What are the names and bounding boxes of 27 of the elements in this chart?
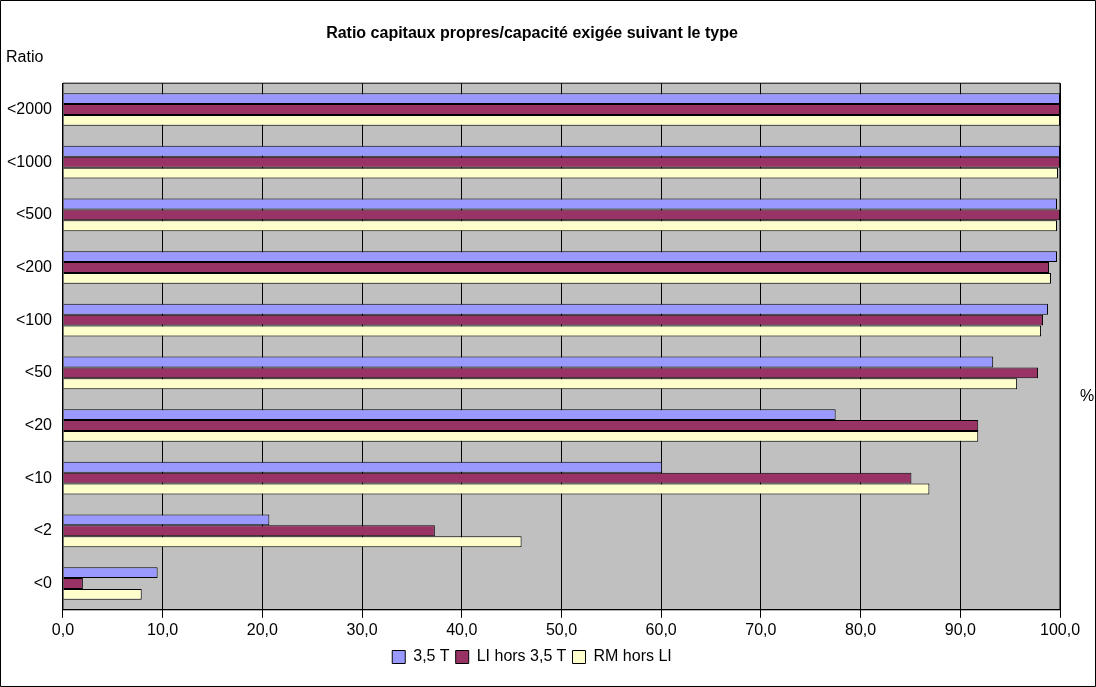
chart-title: Ratio capitaux propres/capacité exigée suivant le type — [326, 24, 738, 42]
y-tick-label: <20 — [24, 415, 53, 433]
x-tick-label: 50,0 — [545, 620, 578, 638]
legend-label: LI hors 3,5 T — [476, 647, 567, 665]
x-tick-label: 0,0 — [51, 620, 75, 638]
y-tick-label: <500 — [15, 205, 53, 223]
y-axis-title: Ratio — [6, 47, 44, 65]
y-tick-label: <2000 — [7, 99, 53, 117]
y-tick-label: <50 — [24, 363, 53, 381]
y-tick-label: <100 — [15, 310, 53, 328]
x-tick-label: 70,0 — [745, 620, 777, 638]
x-tick-label: 30,0 — [346, 620, 378, 638]
y-tick-label: <0 — [33, 573, 53, 591]
y-tick-label: <200 — [15, 257, 53, 275]
legend-label: RM hors LI — [593, 647, 672, 665]
y-tick-label: <1000 — [7, 152, 53, 170]
y-tick-label: <10 — [24, 468, 53, 486]
y-tick-label: <2 — [33, 521, 53, 539]
x-tick-label: 60,0 — [645, 620, 677, 638]
x-tick-label: 40,0 — [446, 620, 478, 638]
x-tick-label: 90,0 — [944, 620, 976, 638]
x-axis-title: % — [1080, 386, 1095, 404]
x-tick-label: 80,0 — [845, 620, 877, 638]
x-tick-label: 10,0 — [147, 620, 179, 638]
legend-label: 3,5 T — [413, 647, 450, 665]
x-tick-label: 100,0 — [1039, 620, 1081, 638]
x-tick-label: 20,0 — [246, 620, 279, 638]
